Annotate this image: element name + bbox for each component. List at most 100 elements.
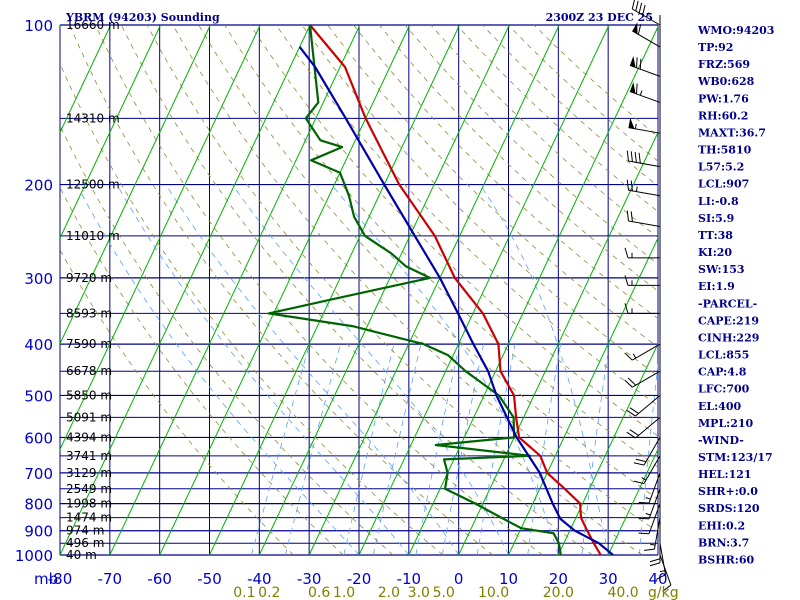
pressure-tick-labels: 100 200 300 400 500 600 700 800 900 1000: [15, 17, 53, 565]
wind-barb-staff: [628, 189, 661, 197]
wind-barb-staff: [659, 543, 667, 575]
stability-index: LCL:907: [698, 178, 749, 191]
temperature-tick-label: -70: [98, 570, 123, 588]
wind-barb-flag: [626, 431, 636, 439]
mixing-ratio-label: 3.0: [408, 585, 430, 600]
skewed-isotherm: [607, 448, 658, 555]
wind-barb-staff: [635, 395, 661, 417]
mixing-ratio-labels: 0.1 0.2 0.6 1.0 2.0 3.0 5.0 10.0 20.0 40.0: [233, 585, 638, 600]
dry-adiabat: [60, 186, 344, 555]
wind-barb: [629, 56, 661, 77]
dry-adiabat: [430, 25, 658, 239]
dry-adiabat: [60, 248, 294, 555]
temperature-tick-label: -20: [347, 570, 372, 588]
wind-barb-flag: [656, 574, 666, 580]
height-label: 12500 m: [66, 178, 120, 192]
moist-adiabat: [76, 184, 360, 555]
mixing-ratio-line: [251, 343, 310, 555]
wind-barb: [638, 488, 661, 520]
dry-adiabat: [353, 25, 658, 320]
wind-barb-flag: [630, 180, 633, 191]
moist-adiabat: [479, 184, 609, 555]
pressure-tick-label: 1000: [15, 547, 53, 565]
wind-barb: [626, 395, 661, 417]
mixing-ratio-line: [581, 344, 610, 555]
moist-adiabats: [76, 184, 609, 555]
height-label: 2549 m: [66, 482, 112, 496]
stability-index: WB0:628: [697, 75, 755, 88]
dry-adiabat: [249, 25, 658, 437]
wind-barb: [649, 530, 661, 567]
wind-barb-staff: [659, 554, 672, 586]
wind-barb-staff: [648, 472, 661, 504]
skewed-isotherm: [458, 131, 658, 555]
wind-barb-flag: [626, 409, 636, 417]
dry-adiabat: [95, 25, 543, 555]
pressure-grid: [60, 24, 658, 556]
wind-barb-flag: [626, 179, 629, 191]
stability-index: HEL:121: [698, 468, 752, 481]
observation-time: 2300Z 23 DEC 25: [546, 11, 653, 24]
pressure-tick-label: 800: [24, 496, 53, 514]
wind-barb: [659, 554, 672, 592]
wind-barb-staff: [648, 488, 661, 520]
wind-barbs: [624, 0, 672, 592]
wind-barb: [624, 370, 661, 388]
pressure-tick-label: 300: [24, 270, 53, 288]
wind-barb-half-flag: [635, 186, 638, 192]
wind-barb-staff: [632, 343, 661, 361]
skewed-isotherms: [60, 25, 658, 555]
temperature-tick-label: -50: [197, 570, 222, 588]
profile-series: [267, 25, 614, 555]
height-label: 3129 m: [66, 466, 112, 480]
wind-barb-half-flag: [650, 543, 656, 546]
stability-index: MPL:210: [698, 417, 754, 430]
stability-index: TH:5810: [698, 144, 752, 157]
wind-barb-flag: [633, 480, 645, 485]
wind-barb: [631, 0, 661, 26]
skewed-isotherm: [508, 236, 658, 555]
wind-barb-flag: [631, 0, 635, 10]
mixing-ratio-label: 1.0: [333, 585, 355, 600]
stability-index: SW:153: [698, 263, 745, 276]
wind-barb-flag: [636, 83, 638, 94]
stability-index: RH:60.2: [698, 109, 748, 122]
mixing-ratio-label: 0.1: [233, 585, 255, 600]
wind-barb-half-flag: [659, 570, 665, 573]
wind-barb-flag: [649, 558, 661, 563]
height-label: 496 m: [66, 536, 104, 550]
dewpoint-profile-line: [267, 25, 562, 555]
pressure-tick-label: 400: [24, 336, 53, 354]
wind-barb-half-flag: [639, 90, 643, 96]
mixing-ratio-unit-label: g/kg: [648, 585, 679, 600]
height-label: 4394 m: [66, 430, 112, 444]
moist-adiabat: [116, 184, 410, 555]
pressure-tick-label: 100: [24, 17, 53, 35]
wind-barb-pennant: [628, 117, 635, 129]
wind-barb-staff: [629, 64, 661, 77]
skewed-isotherm: [109, 25, 361, 555]
wind-barb-half-flag: [634, 123, 637, 129]
wind-barb: [624, 303, 660, 314]
wind-barb-staff: [635, 417, 661, 439]
skewed-isotherm: [60, 25, 161, 240]
temperature-profile-line: [309, 25, 602, 555]
wind-barb: [644, 517, 661, 551]
wind-barb-staff: [632, 8, 661, 26]
stability-index: SRDS:120: [698, 502, 760, 515]
skewed-isotherm: [358, 25, 610, 555]
mixing-ratio-line: [372, 344, 422, 555]
wind-barb-flag: [644, 548, 655, 551]
dry-adiabat: [120, 25, 593, 555]
wind-barb: [624, 275, 660, 286]
height-label: 3741 m: [66, 449, 112, 463]
wind-barb-pennant: [632, 22, 638, 34]
wind-barb-pennant: [629, 82, 636, 94]
skewed-isotherm: [258, 25, 510, 555]
mixing-ratio-line: [441, 344, 484, 555]
stability-index: -WIND-: [698, 434, 744, 447]
stability-index: BRN:3.7: [698, 536, 749, 549]
wind-barb-flag: [624, 275, 629, 286]
